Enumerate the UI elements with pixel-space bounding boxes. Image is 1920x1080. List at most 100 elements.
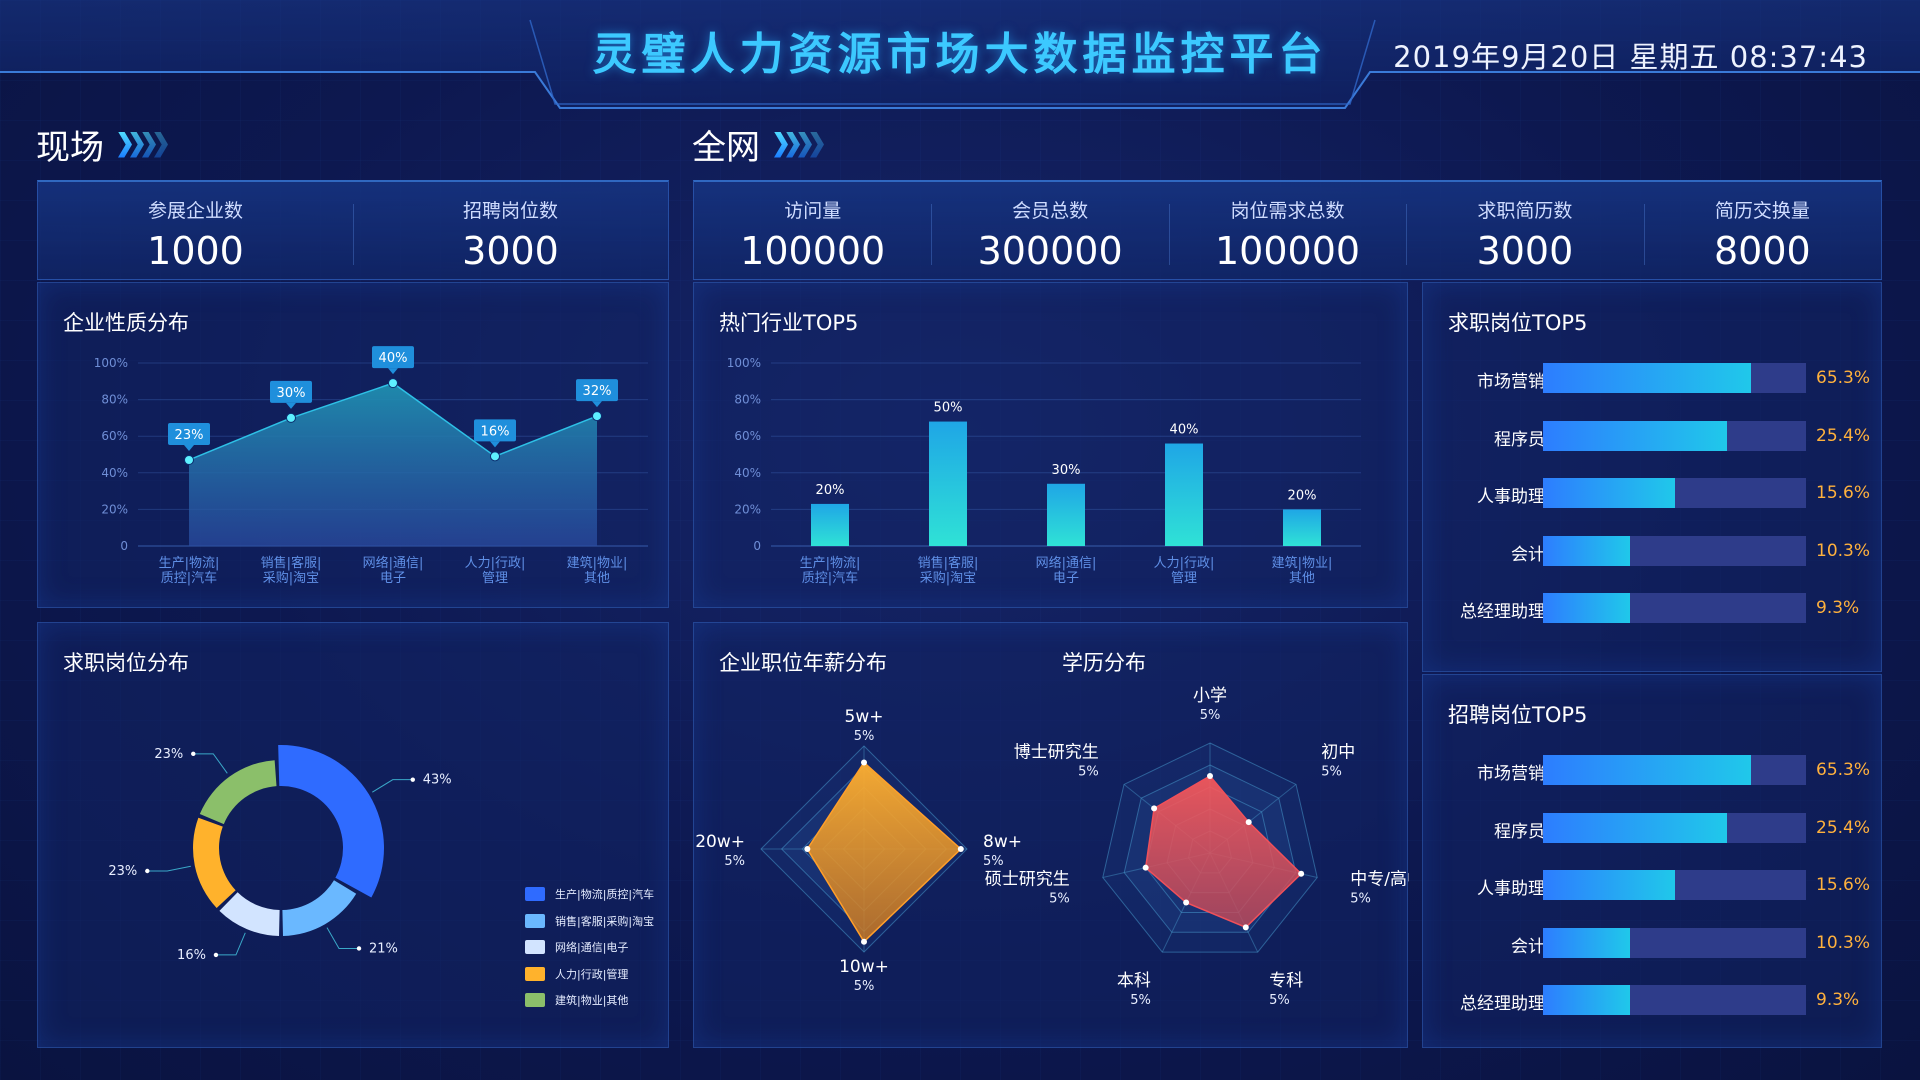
radar-axis-value: 5% [1200, 708, 1221, 723]
stat-resumes: 求职简历数 3000 [1406, 182, 1643, 279]
top5-fill [1543, 478, 1675, 508]
top5-fill [1543, 420, 1728, 451]
job-distribution-donut: 43% 21% 16% 23% 23% [108, 745, 452, 963]
stat-exhibitors: 参展企业数 1000 [38, 182, 353, 279]
y-tick-label: 40% [101, 466, 128, 480]
bar [1047, 483, 1085, 546]
top5-label: 市场营销 [1477, 764, 1545, 784]
onsite-stats: 参展企业数 1000 招聘岗位数 3000 [37, 180, 669, 280]
top5-track [1543, 535, 1806, 566]
legend-label: 销售|客服|采购|淘宝 [555, 914, 655, 928]
stat-value: 100000 [740, 229, 886, 273]
top5-row: 会计 10.3% [1423, 927, 1881, 958]
x-tick-label: 电子 [380, 571, 406, 586]
x-tick-label: 销售|客服| [918, 555, 979, 571]
bar [1165, 443, 1203, 546]
radar-axis-name: 8w+ [983, 832, 1022, 852]
data-label-pointer [286, 402, 296, 409]
stat-job-demand: 岗位需求总数 100000 [1168, 182, 1406, 279]
x-tick-label: 采购|淘宝 [263, 570, 319, 586]
x-tick-label: 人力|行政| [1154, 556, 1215, 571]
donut-slice [278, 745, 385, 898]
leader-line [372, 779, 413, 793]
leader-line [193, 753, 228, 774]
section-network: 全网 [692, 120, 824, 169]
top5-fill [1543, 812, 1728, 843]
leader-line [147, 865, 191, 872]
radar-axis-name: 10w+ [839, 957, 889, 977]
data-point [592, 411, 602, 422]
slice-label: 23% [154, 747, 183, 762]
slice-label: 23% [108, 864, 137, 879]
top5-value: 25.4% [1816, 425, 1871, 446]
panel-salary-education: 企业职位年薪分布 学历分布 5w+ 5% 8w+ 5% 10w+ 5% 20w+ 5% 小学 5%… [693, 622, 1409, 1048]
bar-label: 40% [1170, 423, 1199, 438]
x-tick-label: 管理 [482, 571, 508, 586]
stat-value: 300000 [977, 229, 1123, 273]
y-tick-label: 40% [734, 466, 761, 480]
section-onsite-label: 现场 [36, 128, 104, 168]
x-tick-label: 人力|行政| [465, 556, 526, 571]
radar-point [1207, 773, 1213, 779]
top5-track [1543, 420, 1806, 451]
top5-track [1543, 363, 1806, 393]
bar-label: 30% [1052, 463, 1081, 478]
data-label-box [372, 346, 414, 369]
legend-swatch [525, 993, 545, 1008]
stat-value: 3000 [1476, 229, 1574, 273]
data-point [286, 412, 296, 423]
data-point [184, 454, 194, 465]
section-network-label: 全网 [692, 128, 760, 168]
data-point [490, 451, 500, 462]
x-tick-label: 网络|通信| [363, 555, 424, 571]
y-tick-label: 80% [734, 393, 761, 407]
panel-title: 企业职位年薪分布 [719, 651, 887, 675]
top5-track [1543, 985, 1806, 1015]
stat-visits: 访问量 100000 [694, 182, 931, 279]
top5-label: 总经理助理 [1460, 602, 1545, 622]
top5-value: 15.6% [1816, 483, 1871, 503]
donut-slice [199, 760, 277, 825]
legend-swatch [525, 887, 545, 902]
leader-dot [191, 751, 196, 757]
top5-label: 人事助理 [1477, 487, 1545, 507]
donut-slice [219, 892, 280, 936]
data-label: 23% [175, 428, 204, 443]
data-label-pointer [184, 444, 194, 451]
stat-label: 招聘岗位数 [462, 200, 558, 222]
y-tick-label: 20% [101, 502, 128, 516]
panel-job-distribution: 求职岗位分布 43% 21% 16% 23% 23% 生产|物流|质控|汽车 销售|客服|… [37, 622, 669, 1048]
top5-value: 10.3% [1816, 932, 1871, 953]
top5-fill [1543, 535, 1630, 566]
radar-point [861, 759, 867, 766]
top5-track [1543, 870, 1806, 900]
top5-row: 人事助理 15.6% [1423, 478, 1881, 508]
data-label: 32% [583, 384, 612, 399]
top5-fill [1543, 363, 1751, 393]
leader-line [215, 932, 246, 956]
legend-item: 建筑|物业|其他 [525, 987, 654, 1014]
x-tick-label: 采购|淘宝 [920, 570, 976, 586]
legend-label: 网络|通信|电子 [555, 941, 629, 955]
stat-label: 会员总数 [1012, 200, 1089, 222]
top5-row: 会计 10.3% [1423, 535, 1881, 566]
radar-axis-value: 5% [1350, 891, 1371, 906]
radar-point [1142, 864, 1149, 871]
stat-recruit-positions: 招聘岗位数 3000 [353, 182, 668, 279]
radar-axis-name: 专科 [1269, 971, 1303, 991]
top5-row: 人事助理 15.6% [1423, 870, 1881, 900]
legend-swatch [525, 966, 545, 981]
bar-label: 50% [934, 401, 963, 416]
hot-industry-bar-chart: 0 20% 40% 60% 80% 100% 生产|物流|质控|汽车 销售|客服|采购|淘宝 网… [727, 356, 1361, 586]
bar [811, 503, 849, 546]
slice-label: 21% [369, 941, 398, 956]
x-tick-label: 电子 [1053, 571, 1079, 586]
radar-point [1183, 899, 1190, 906]
top5-fill [1543, 593, 1630, 623]
data-label-pointer [388, 368, 398, 375]
top5-value: 15.6% [1816, 875, 1871, 895]
data-label-pointer [592, 401, 602, 408]
y-tick-label: 60% [734, 429, 761, 443]
top5-track [1543, 593, 1806, 623]
top5-label: 会计 [1511, 544, 1545, 565]
